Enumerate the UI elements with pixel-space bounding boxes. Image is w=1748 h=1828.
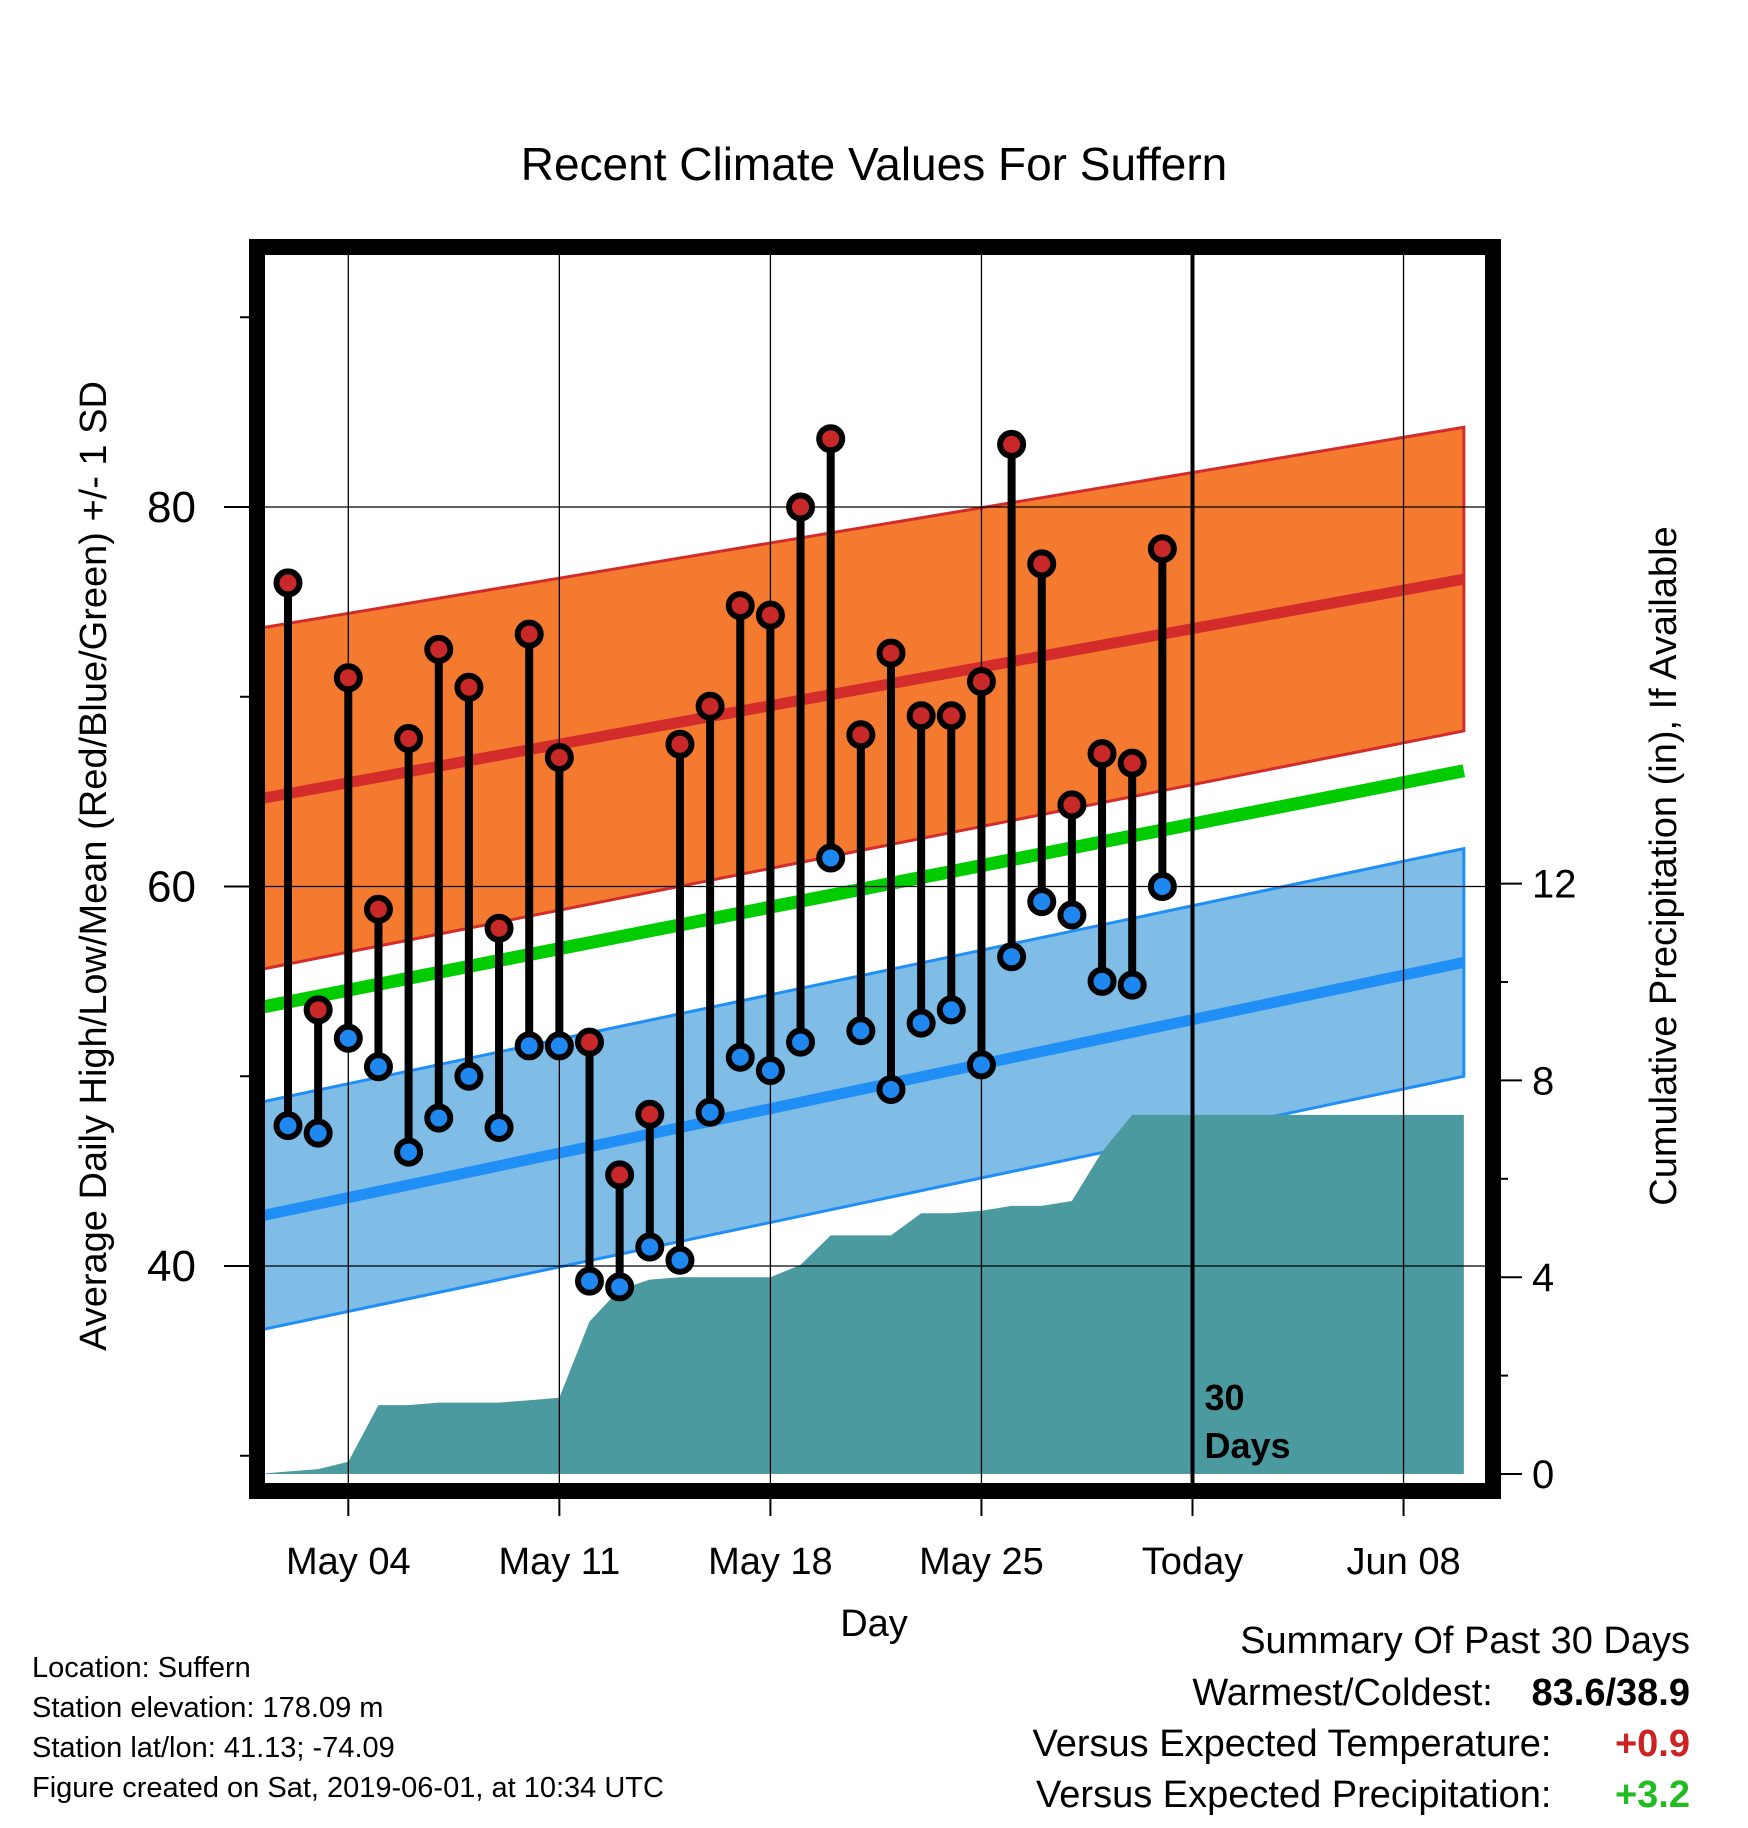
obs-low-point — [303, 1118, 333, 1148]
x-tick-label: May 18 — [708, 1541, 833, 1583]
obs-low-point — [665, 1245, 695, 1275]
obs-low-point — [605, 1272, 635, 1302]
obs-high-point — [695, 691, 725, 721]
obs-high-point — [544, 742, 574, 772]
obs-high-point — [966, 667, 996, 697]
obs-low-point — [394, 1137, 424, 1167]
today-marker-label: 30 — [1205, 1377, 1245, 1418]
obs-low-point — [333, 1023, 363, 1053]
obs-low-point — [876, 1075, 906, 1105]
temp-label: Versus Expected Temperature: — [1032, 1723, 1552, 1765]
y-right-tick-label: 0 — [1532, 1453, 1554, 1497]
obs-low-point — [1117, 970, 1147, 1000]
obs-high-point — [394, 723, 424, 753]
obs-high-point — [605, 1160, 635, 1190]
obs-low-point — [936, 995, 966, 1025]
warm-cold-label: Warmest/Coldest: — [1192, 1672, 1493, 1714]
y-left-tick-label: 80 — [147, 483, 196, 532]
plot-area: 30 Days 40 60 80 0 4 8 12 May 04 May 11 May 18 May 2… — [147, 239, 1577, 1583]
y-left-tick-label: 40 — [147, 1242, 196, 1291]
station-elevation: Station elevation: 178.09 m — [32, 1692, 384, 1724]
cumulative-precip-area — [262, 1114, 1464, 1474]
y-axis-right-label: Cumulative Precipitation (in), If Availa… — [1643, 526, 1685, 1205]
x-tick-label: Jun 08 — [1347, 1541, 1461, 1583]
x-tick-label: May 11 — [498, 1541, 620, 1583]
today-marker-label: Days — [1205, 1425, 1291, 1466]
station-location: Location: Suffern — [32, 1652, 251, 1684]
obs-low-point — [966, 1050, 996, 1080]
summary-heading: Summary Of Past 30 Days — [1240, 1620, 1690, 1662]
obs-high-point — [454, 672, 484, 702]
obs-low-point — [906, 1008, 936, 1038]
obs-high-point — [755, 600, 785, 630]
y-right-tick-label: 12 — [1532, 863, 1577, 907]
obs-high-point — [876, 638, 906, 668]
x-tick-label: May 25 — [919, 1541, 1044, 1583]
obs-low-point — [1057, 900, 1087, 930]
obs-high-point — [635, 1099, 665, 1129]
obs-high-point — [816, 424, 846, 454]
obs-low-point — [635, 1232, 665, 1262]
obs-low-point — [363, 1052, 393, 1082]
normal-low-line — [262, 957, 1465, 1222]
obs-high-point — [906, 701, 936, 731]
obs-high-point — [303, 995, 333, 1025]
summary-precip: Versus Expected Precipitation: +3.2 — [1036, 1774, 1690, 1817]
obs-low-point — [454, 1061, 484, 1091]
obs-low-point — [1027, 887, 1057, 917]
obs-high-point — [786, 492, 816, 522]
obs-high-point — [363, 894, 393, 924]
x-axis-label: Day — [840, 1603, 908, 1645]
obs-low-point — [725, 1042, 755, 1072]
obs-low-point — [484, 1112, 514, 1142]
obs-low-point — [786, 1027, 816, 1057]
obs-high-point — [1087, 739, 1117, 769]
obs-low-point — [544, 1031, 574, 1061]
temp-value: +0.9 — [1614, 1723, 1690, 1765]
obs-low-point — [997, 942, 1027, 972]
plot-frame — [249, 239, 1501, 1499]
obs-low-point — [1087, 966, 1117, 996]
precip-label: Versus Expected Precipitation: — [1036, 1774, 1552, 1816]
warm-cold-value: 83.6/38.9 — [1531, 1672, 1690, 1714]
y-left-tick-label: 60 — [147, 863, 196, 912]
y-right-tick-label: 4 — [1532, 1256, 1554, 1300]
x-tick-label: May 04 — [286, 1541, 411, 1583]
obs-high-point — [424, 634, 454, 664]
obs-high-point — [273, 568, 303, 598]
obs-high-point — [484, 913, 514, 943]
obs-high-point — [997, 429, 1027, 459]
precip-value: +3.2 — [1614, 1774, 1690, 1816]
obs-low-point — [846, 1016, 876, 1046]
y-axis-left-label: Average Daily High/Low/Mean (Red/Blue/Gr… — [73, 381, 115, 1351]
normal-high-line — [262, 573, 1465, 805]
obs-high-point — [936, 701, 966, 731]
obs-high-point — [1147, 534, 1177, 564]
obs-low-point — [816, 843, 846, 873]
station-latlon: Station lat/lon: 41.13; -74.09 — [32, 1732, 395, 1764]
obs-low-point — [755, 1056, 785, 1086]
obs-high-point — [514, 619, 544, 649]
obs-high-point — [1027, 549, 1057, 579]
summary-temp: Versus Expected Temperature: +0.9 — [1033, 1723, 1690, 1766]
obs-high-point — [846, 720, 876, 750]
obs-high-point — [725, 591, 755, 621]
obs-low-point — [273, 1111, 303, 1141]
obs-low-point — [575, 1266, 604, 1296]
obs-low-point — [695, 1097, 725, 1127]
obs-high-point — [1057, 790, 1087, 820]
obs-low-point — [424, 1103, 454, 1133]
obs-high-point — [333, 663, 363, 693]
obs-high-point — [665, 729, 695, 759]
obs-low-point — [1147, 872, 1177, 901]
x-tick-label: Today — [1142, 1541, 1243, 1583]
obs-high-point — [1117, 748, 1147, 778]
chart-title: Recent Climate Values For Suffern — [521, 138, 1228, 190]
obs-low-point — [514, 1031, 544, 1061]
figure-created: Figure created on Sat, 2019-06-01, at 10… — [32, 1772, 664, 1804]
summary-warm-cold: Warmest/Coldest: 83.6/38.9 — [1192, 1672, 1690, 1715]
obs-high-point — [575, 1027, 604, 1057]
y-right-tick-label: 8 — [1532, 1059, 1554, 1103]
